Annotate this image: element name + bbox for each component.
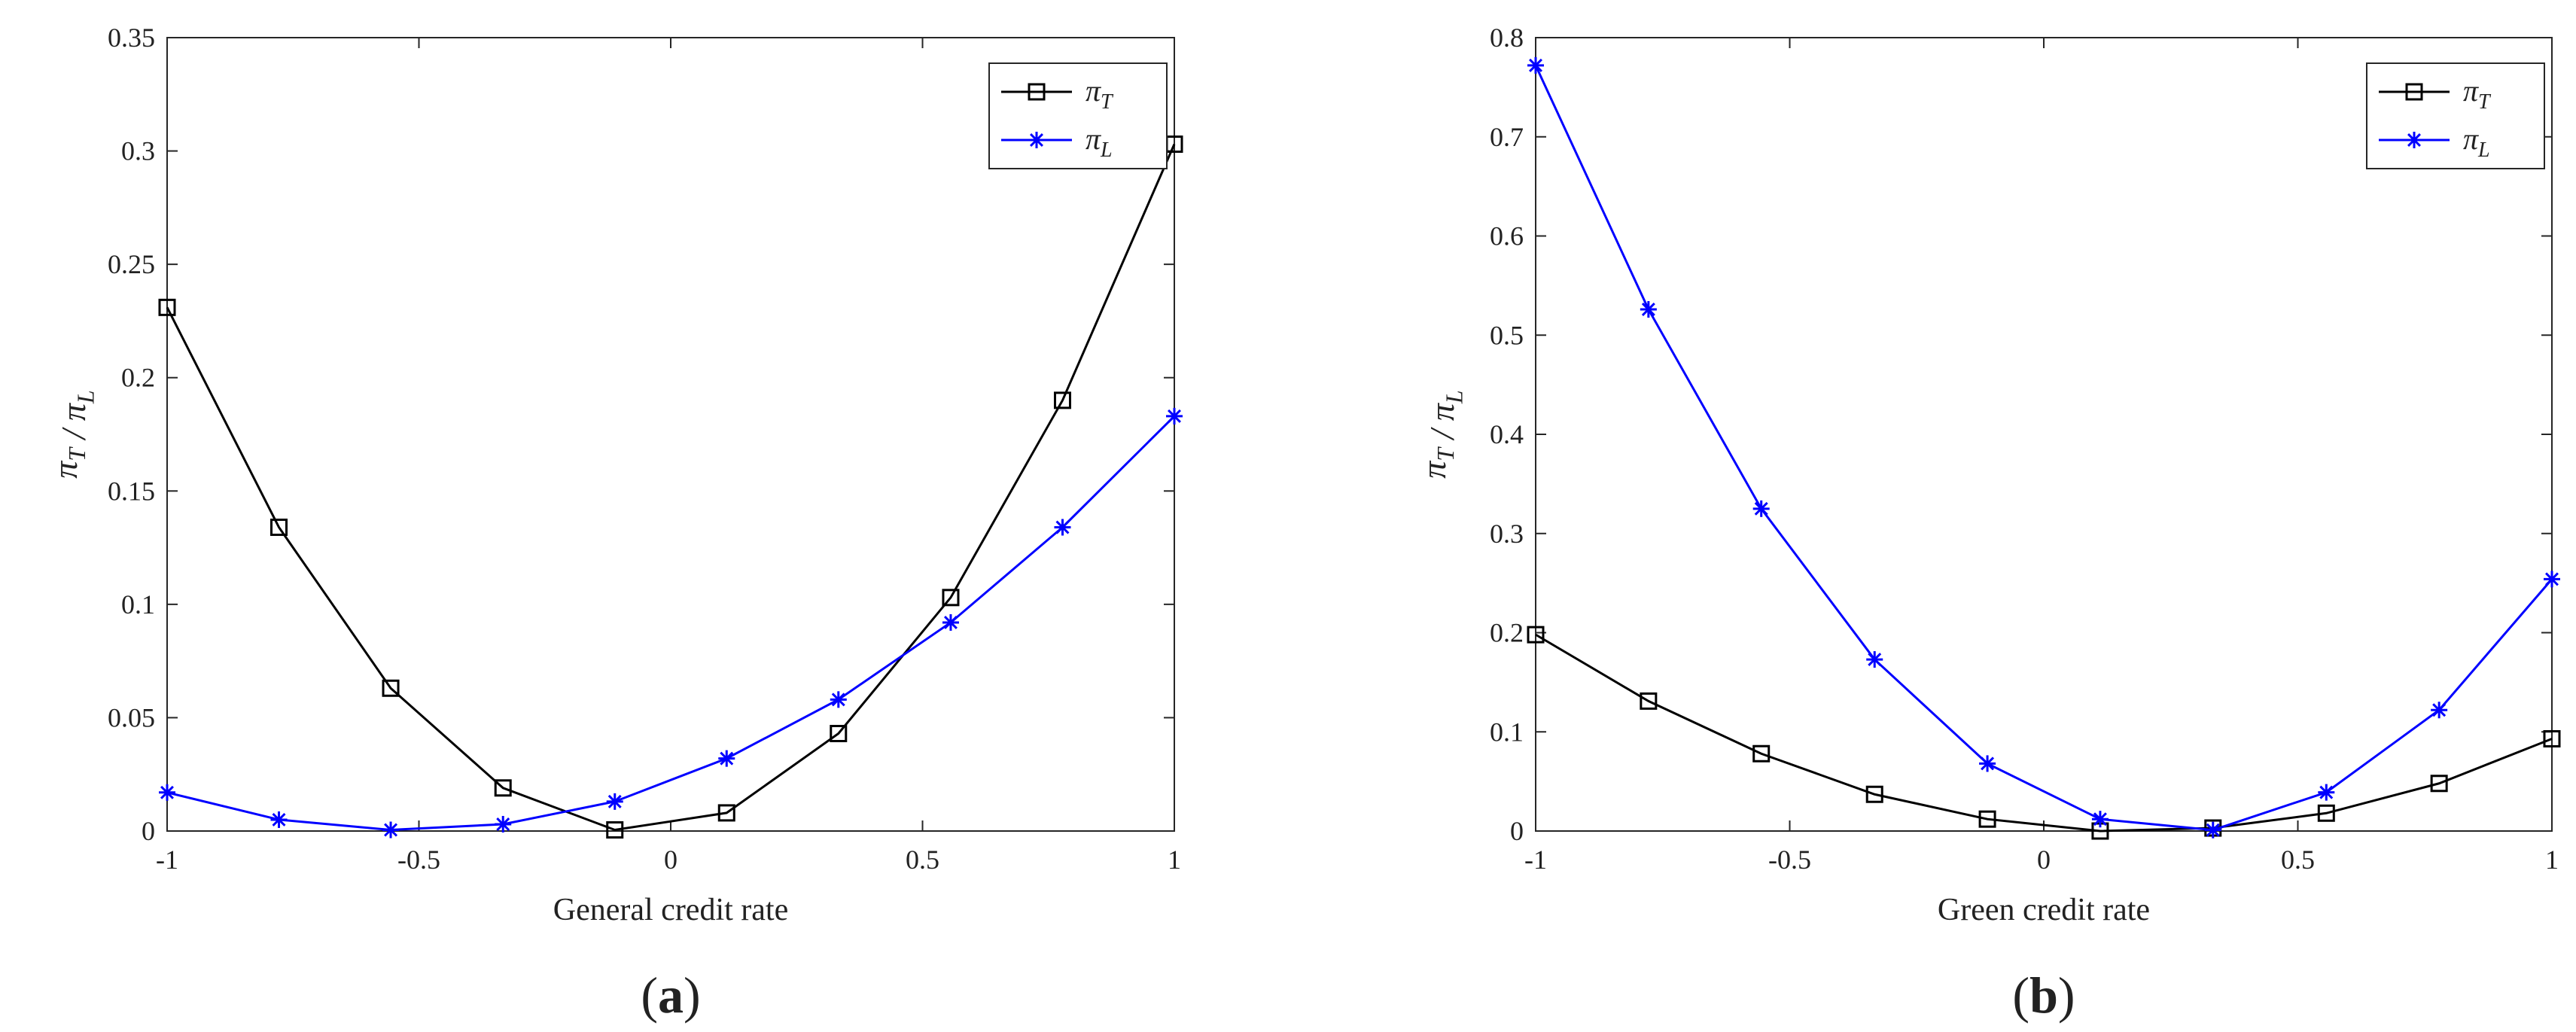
data-point-square [1053,391,1071,409]
data-point-square [1752,744,1771,763]
series-line [166,143,1176,832]
chart-panel-a: -1 -0.5 0 0.5 1 0 0.05 0.1 0.15 0.2 0.25 0.3 0.35 Gen… [46,23,1183,1024]
legend-entry: πL [2379,122,2490,162]
y-tick-label: 0.2 [1490,618,1524,648]
panel-label: (b) [2012,967,2075,1024]
x-axis-label: Green credit rate [1938,893,2150,927]
legend-entry: πT [1001,74,1114,114]
data-point-square [382,679,400,697]
x-tick-label: 0 [664,845,677,875]
data-point-square [1978,810,1996,828]
y-tick-label: 0.25 [108,249,155,279]
series-pi-t [158,135,1183,839]
y-tick-label: 0.35 [108,23,155,53]
chart-panel-b: -1 -0.5 0 0.5 1 0 0.1 0.2 0.3 0.4 0.5 0.6 0.7 0.8 Gree… [1414,23,2561,1024]
y-tick-label: 0.8 [1490,23,1524,53]
y-tick-label: 0.1 [1490,717,1524,747]
series-pi-l [1527,56,2560,839]
data-point-square [158,298,176,316]
y-tick-label: 0 [1510,816,1524,846]
y-tick-label: 0.05 [108,702,155,732]
legend-box [988,62,1168,169]
data-point-square [494,779,512,797]
data-point-asterisk [495,815,512,833]
data-point-square [1028,83,1046,101]
series-line [1534,65,2553,832]
data-point-square [942,589,960,607]
x-tick-label: 0.5 [2281,845,2315,875]
data-point-asterisk [1166,407,1183,425]
data-point-asterisk [2431,702,2448,719]
y-tick-label: 0.2 [121,363,155,393]
data-point-asterisk [1866,651,1883,668]
x-tick-label: 1 [1168,845,1181,875]
legend-entry: πL [1001,122,1113,162]
data-point-asterisk [159,784,175,801]
data-point-square [1640,692,1658,710]
series-line [166,415,1176,831]
x-tick-label: -1 [1524,845,1547,875]
x-tick-label: -0.5 [1768,845,1811,875]
y-tick-label: 0.15 [108,476,155,506]
y-axis-label: πT / πL [46,390,99,478]
data-point-asterisk [2406,132,2422,148]
data-point-asterisk [830,691,847,708]
series-line [1535,633,2553,833]
data-point-square [830,725,848,743]
data-point-asterisk [2544,571,2560,588]
data-point-square [2317,804,2335,822]
legend: πT πL [988,62,1168,169]
data-point-square [606,820,624,839]
panel-label: (a) [641,967,700,1024]
data-point-asterisk [1752,500,1770,517]
y-tick-label: 0.1 [121,589,155,620]
x-tick-label: -0.5 [397,845,440,875]
data-point-asterisk [1054,519,1071,536]
legend-label: πL [1086,122,1113,162]
y-tick-label: 0.5 [1490,320,1524,350]
data-point-square [2430,775,2448,793]
legend-label: πT [1086,74,1114,114]
data-point-square [2405,83,2423,101]
y-tick-label: 0.7 [1490,122,1524,152]
plot-area [166,37,1175,832]
data-point-square [270,518,288,536]
data-point-asterisk [270,811,288,828]
y-axis-label-group: πT / πL [46,390,99,478]
data-point-asterisk [1527,56,1544,74]
x-tick-label: 0 [2037,845,2051,875]
legend-box [2366,62,2545,169]
y-axis-label: πT / πL [1414,390,1467,478]
legend: πT πL [2366,62,2545,169]
data-point-asterisk [2204,821,2221,839]
data-point-square [717,804,735,822]
data-point-square [1527,626,1545,644]
y-tick-label: 0.3 [121,136,155,166]
data-point-asterisk [2318,784,2335,801]
x-tick-label: 1 [2545,845,2559,875]
legend-entry: πT [2379,74,2492,114]
data-point-asterisk [1979,755,1996,772]
y-tick-label: 0.4 [1490,419,1524,449]
y-tick-label: 0.3 [1490,519,1524,549]
data-point-asterisk [718,750,735,767]
data-point-asterisk [1640,300,1657,318]
y-axis-label-group: πT / πL [1414,390,1467,478]
data-point-asterisk [1028,132,1045,148]
legend-label: πT [2463,74,2492,114]
data-point-square [1865,785,1883,803]
y-tick-label: 0 [142,816,155,846]
data-point-square [2543,729,2561,747]
data-point-asterisk [942,613,959,631]
data-point-asterisk [606,793,623,810]
x-axis-label: General credit rate [553,893,788,927]
data-point-asterisk [2091,811,2109,828]
y-tick-label: 0.6 [1490,221,1524,251]
series-pi-l [159,407,1183,839]
x-tick-label: 0.5 [906,845,939,875]
data-point-asterisk [382,821,400,839]
legend-label: πL [2463,122,2490,162]
x-tick-label: -1 [156,845,178,875]
